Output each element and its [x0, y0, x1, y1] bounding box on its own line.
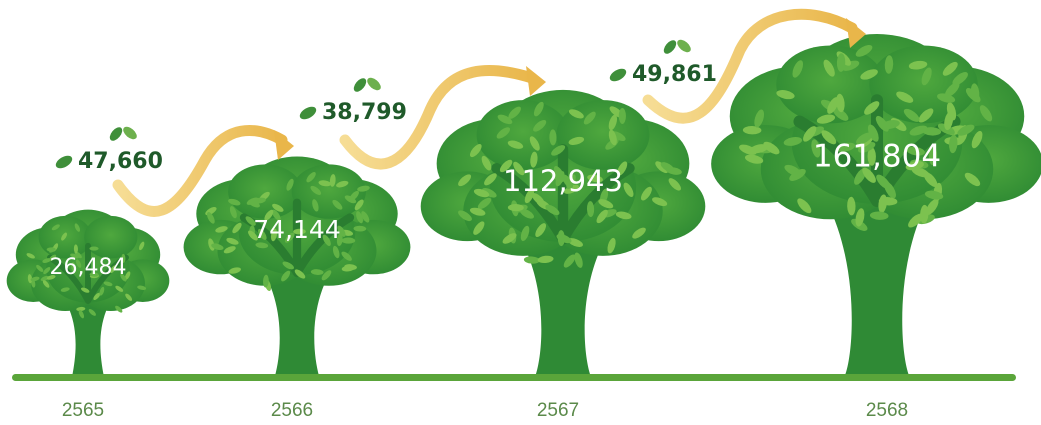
- total-value: 112,943: [503, 164, 623, 198]
- increment-value: 38,799: [322, 100, 407, 125]
- total-value: 74,144: [253, 215, 340, 244]
- arrow-head: [526, 66, 546, 96]
- canopy-lobe: [292, 164, 366, 218]
- year-label: 2566: [271, 400, 313, 421]
- leaf-icon: [107, 125, 124, 143]
- tree: [7, 210, 170, 376]
- growth-diagram: 26,484 2565 74,144 2566 112,943 2567 161,804 25…: [0, 0, 1041, 425]
- leaf-icon: [121, 124, 139, 141]
- total-value: 161,804: [813, 139, 941, 175]
- ground-line: [12, 374, 1016, 381]
- page: {"stages": [ {"year": "2565", "total": "…: [0, 0, 1041, 425]
- total-value: 26,484: [50, 255, 127, 280]
- tree: [184, 156, 411, 376]
- leaf-icon: [365, 75, 383, 92]
- tree: [711, 34, 1041, 376]
- leaf-icon: [608, 66, 629, 84]
- leaf-icon: [54, 153, 75, 171]
- leaf-icon: [661, 38, 678, 56]
- leaf: [89, 247, 98, 251]
- arrow-head: [274, 130, 294, 160]
- year-label: 2565: [62, 400, 104, 421]
- leaf-icon: [298, 104, 319, 122]
- year-label: 2568: [866, 400, 908, 421]
- leaf-icon: [675, 37, 693, 54]
- canopy-lobe: [84, 216, 137, 259]
- increment-value: 47,660: [78, 149, 163, 174]
- leaf-icon: [351, 76, 368, 94]
- increment-value: 49,861: [632, 62, 717, 87]
- tree: [421, 90, 706, 376]
- leaf: [619, 108, 626, 124]
- canopy-lobe: [228, 164, 302, 218]
- year-label: 2567: [537, 400, 579, 421]
